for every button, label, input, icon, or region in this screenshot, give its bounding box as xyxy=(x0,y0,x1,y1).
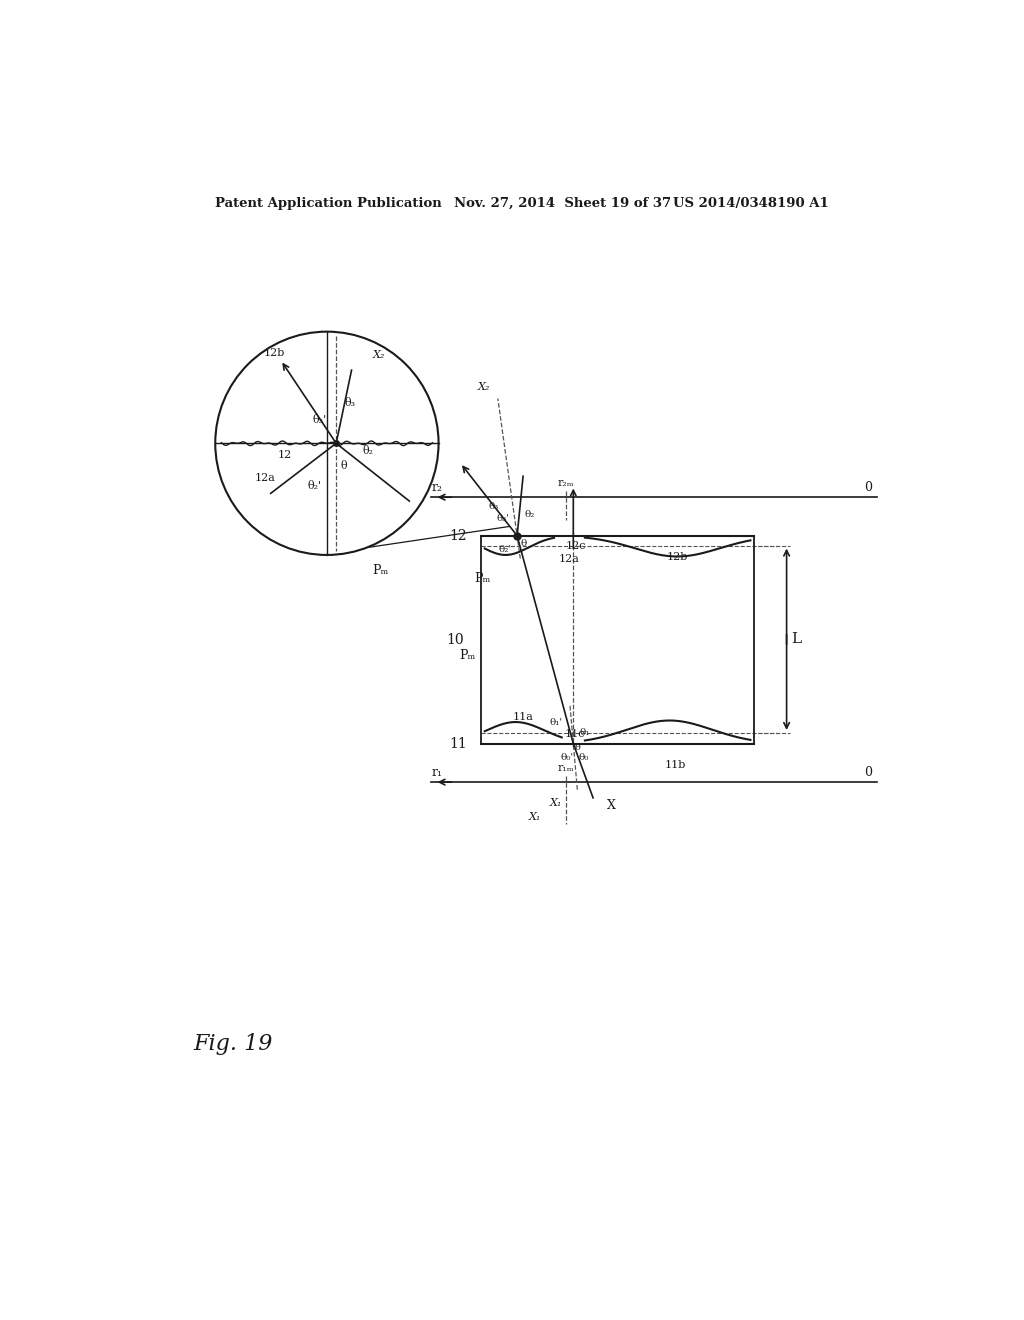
Text: Pₘ: Pₘ xyxy=(474,572,490,585)
Text: 12a: 12a xyxy=(255,473,275,483)
Text: 0: 0 xyxy=(864,482,872,495)
Text: 12b: 12b xyxy=(264,348,286,358)
Text: θ: θ xyxy=(520,539,526,548)
Text: X₂: X₂ xyxy=(373,350,385,360)
Text: US 2014/0348190 A1: US 2014/0348190 A1 xyxy=(674,197,829,210)
Text: 0: 0 xyxy=(864,767,872,779)
Text: Fig. 19: Fig. 19 xyxy=(194,1032,273,1055)
Text: 10: 10 xyxy=(446,632,464,647)
Text: 11: 11 xyxy=(450,737,467,751)
Text: 12a: 12a xyxy=(559,554,580,564)
Text: θ₃': θ₃' xyxy=(312,416,327,425)
Text: θ₁: θ₁ xyxy=(580,727,590,737)
Text: X₁: X₁ xyxy=(550,799,562,808)
Text: Pₘ: Pₘ xyxy=(459,648,475,661)
Text: r₁: r₁ xyxy=(431,767,442,779)
Text: r₁ₘ: r₁ₘ xyxy=(557,763,573,774)
Text: θ₃: θ₃ xyxy=(488,502,499,511)
Text: Patent Application Publication: Patent Application Publication xyxy=(215,197,442,210)
Text: Nov. 27, 2014  Sheet 19 of 37: Nov. 27, 2014 Sheet 19 of 37 xyxy=(454,197,671,210)
Text: 11b: 11b xyxy=(665,760,686,770)
Text: 12c: 12c xyxy=(565,541,586,552)
Text: θ: θ xyxy=(341,462,347,471)
Text: θ: θ xyxy=(574,743,581,752)
Text: 11a: 11a xyxy=(513,711,534,722)
Text: 12: 12 xyxy=(450,529,467,543)
Text: 12b: 12b xyxy=(667,552,688,562)
Text: θ₂: θ₂ xyxy=(524,510,535,519)
Text: θ₀': θ₀' xyxy=(560,752,573,762)
Text: r₂ₘ: r₂ₘ xyxy=(557,478,573,488)
Text: 11c: 11c xyxy=(564,730,585,739)
Text: θ₃: θ₃ xyxy=(344,399,355,408)
Text: 12: 12 xyxy=(278,450,292,459)
Text: θ₂': θ₂' xyxy=(499,545,512,554)
Text: θ₂: θ₂ xyxy=(362,446,374,455)
Text: r₂: r₂ xyxy=(431,482,442,495)
Text: θ₀: θ₀ xyxy=(579,752,589,762)
Text: L: L xyxy=(791,632,801,647)
Text: X: X xyxy=(607,799,616,812)
Text: Pₘ: Pₘ xyxy=(373,564,389,577)
Text: X₂: X₂ xyxy=(478,381,490,392)
Text: θ₃': θ₃' xyxy=(497,515,510,523)
Text: X₁: X₁ xyxy=(528,812,541,822)
Text: θ₁': θ₁' xyxy=(550,718,563,726)
Text: θ₂': θ₂' xyxy=(307,480,322,491)
Bar xyxy=(481,536,755,743)
